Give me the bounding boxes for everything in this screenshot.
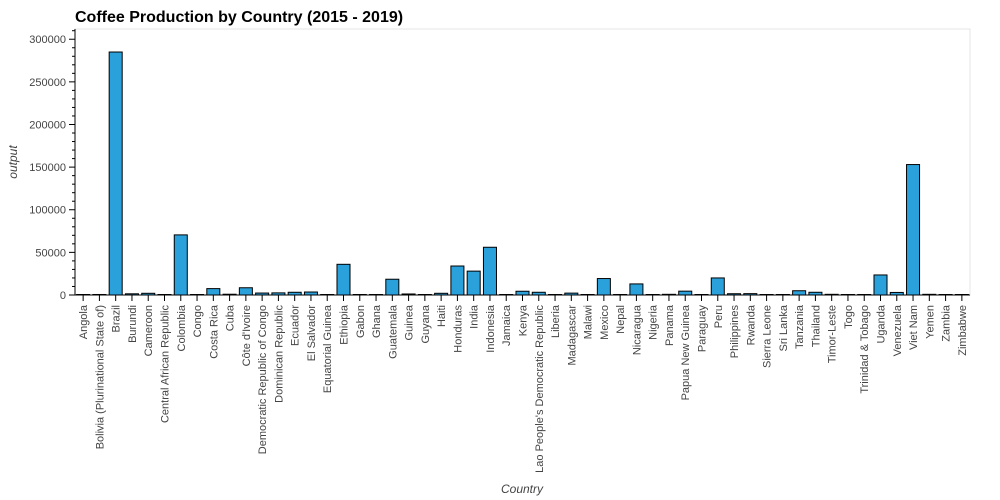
x-tick-label-29: Liberia	[550, 304, 562, 338]
bar-32	[596, 278, 611, 296]
x-tick-label-28: Lao People's Democratic Republic	[534, 305, 546, 473]
y-tick-label-2: 100000	[29, 205, 66, 217]
bar-8	[206, 288, 221, 296]
x-tick-label-37: Papua New Guinea	[680, 304, 692, 400]
x-tick-label-6: Colombia	[176, 304, 188, 351]
x-tick-label-33: Nepal	[615, 305, 627, 334]
x-tick-label-34: Nicaragua	[631, 304, 643, 355]
x-tick-label-26: Jamaica	[501, 304, 513, 346]
bar-6	[173, 234, 188, 296]
bars-layer	[76, 51, 969, 296]
x-tick-label-1: Bolivia (Plurinational State of)	[94, 305, 106, 449]
x-axis-title: Country	[501, 482, 544, 496]
x-tick-label-15: Equatorial Guinea	[322, 304, 334, 393]
bar-49	[873, 274, 888, 296]
x-tick-label-18: Ghana	[371, 304, 383, 338]
y-tick-label-5: 250000	[29, 77, 66, 89]
x-tick-label-48: Trinidad & Tobago	[859, 305, 871, 394]
y-tick-label-4: 200000	[29, 119, 66, 131]
x-tick-label-44: Tanzania	[794, 304, 806, 349]
x-tick-label-14: El Salvador	[306, 305, 318, 362]
y-tick-label-1: 50000	[35, 247, 66, 259]
x-tick-label-13: Ecuador	[290, 305, 302, 346]
x-tick-label-31: Malawi	[583, 305, 595, 339]
x-tick-label-39: Peru	[713, 305, 725, 328]
bar-19	[385, 278, 400, 296]
x-tick-label-46: Timor-Leste	[827, 305, 839, 363]
bar-44	[792, 290, 807, 296]
x-tick-label-5: Central African Republic	[160, 305, 172, 424]
x-tick-label-36: Panama	[664, 304, 676, 346]
x-tick-label-47: Togo	[843, 305, 855, 329]
x-tick-label-25: Indonesia	[485, 304, 497, 353]
bar-10	[238, 287, 253, 296]
x-tick-label-50: Venezuela	[892, 304, 904, 356]
x-tick-label-54: Zimbabwe	[957, 305, 969, 356]
bar-51	[906, 164, 921, 296]
bar-37	[678, 290, 693, 296]
x-tick-label-22: Haiti	[436, 305, 448, 327]
bar-23	[450, 265, 465, 296]
bar-34	[629, 283, 644, 296]
x-tick-label-30: Madagascar	[566, 305, 578, 366]
x-tick-label-38: Paraguay	[697, 305, 709, 353]
x-tick-label-10: Côte d'Ivoire	[241, 305, 253, 366]
x-tick-label-17: Gabon	[355, 305, 367, 338]
x-tick-label-35: Nigeria	[648, 304, 660, 340]
x-tick-label-8: Costa Rica	[208, 304, 220, 359]
x-tick-label-21: Guyana	[420, 304, 432, 343]
plot-frame	[74, 28, 971, 296]
x-tick-label-2: Brazil	[111, 305, 123, 333]
y-axis-title: output	[6, 145, 20, 179]
x-axis: Angola Bolivia (Plurinational State of) Br…	[75, 294, 970, 473]
x-tick-label-20: Guinea	[404, 304, 416, 340]
x-tick-label-3: Burundi	[127, 305, 139, 343]
x-tick-label-49: Uganda	[876, 304, 888, 343]
y-axis: 0 50000 100000 150000 200000 250000 300000	[29, 29, 76, 302]
x-tick-label-4: Cameroon	[143, 305, 155, 356]
x-tick-label-12: Dominican Republic	[273, 305, 285, 403]
x-tick-label-24: India	[469, 304, 481, 329]
bar-39	[710, 277, 725, 296]
x-tick-label-51: Viet Nam	[908, 305, 920, 350]
x-tick-label-45: Thailand	[810, 305, 822, 347]
x-tick-label-11: Democratic Republic of Congo	[257, 305, 269, 454]
x-tick-label-16: Ethiopia	[339, 304, 351, 345]
x-tick-label-40: Philippines	[729, 305, 741, 359]
x-tick-label-23: Honduras	[452, 305, 464, 353]
x-tick-label-53: Zambia	[941, 304, 953, 342]
x-tick-label-19: Guatemala	[387, 304, 399, 359]
x-tick-label-52: Yemen	[924, 305, 936, 339]
x-tick-label-32: Mexico	[599, 305, 611, 340]
y-tick-label-0: 0	[60, 290, 66, 302]
bar-24	[466, 270, 481, 296]
x-tick-label-27: Kenya	[518, 304, 530, 336]
bar-25	[482, 246, 497, 296]
chart-title: Coffee Production by Country (2015 - 201…	[75, 9, 403, 26]
x-tick-label-41: Rwanda	[745, 304, 757, 345]
y-tick-label-6: 300000	[29, 34, 66, 46]
grid-layer	[74, 28, 971, 296]
bar-16	[336, 263, 351, 296]
x-tick-label-42: Sierra Leone	[762, 305, 774, 368]
bar-2	[108, 51, 123, 296]
x-tick-label-9: Cuba	[225, 304, 237, 331]
x-tick-label-7: Congo	[192, 305, 204, 337]
x-tick-label-43: Sri Lanka	[778, 304, 790, 351]
x-tick-label-0: Angola	[78, 304, 90, 339]
y-tick-label-3: 150000	[29, 162, 66, 174]
bar-27	[515, 290, 530, 296]
